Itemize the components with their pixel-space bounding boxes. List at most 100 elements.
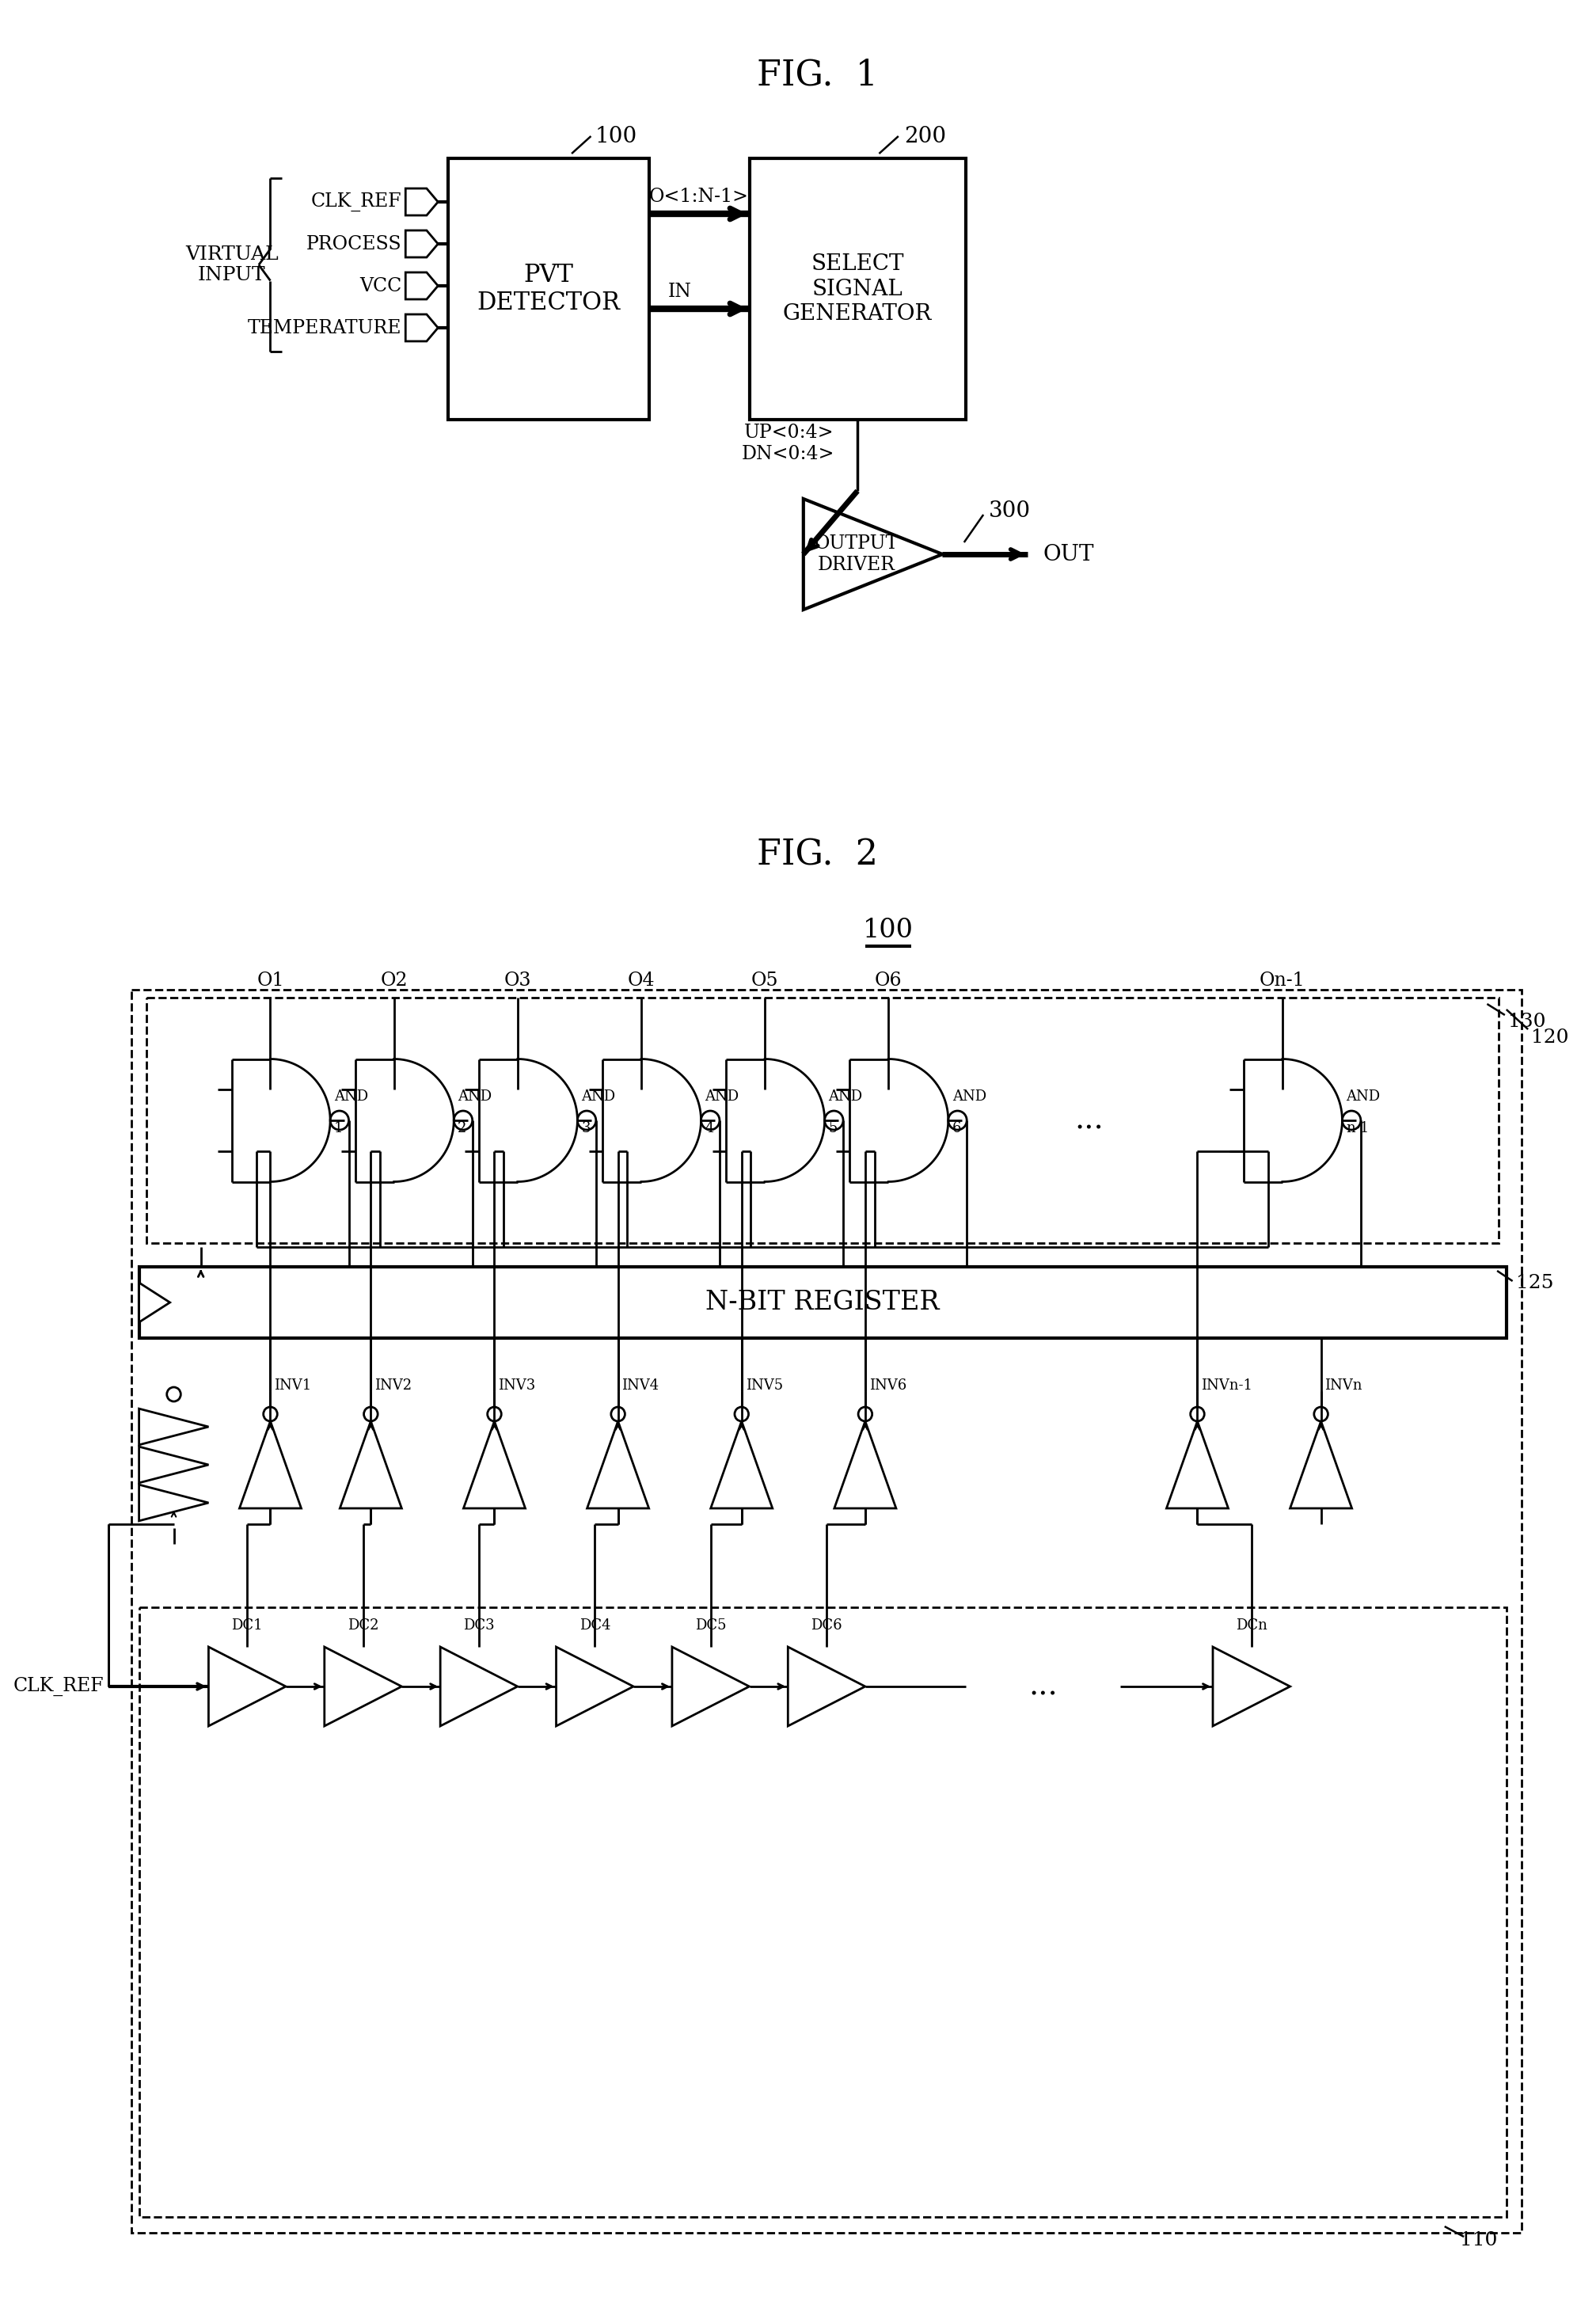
Circle shape — [611, 1408, 626, 1422]
Text: DCn: DCn — [1235, 1618, 1267, 1632]
Polygon shape — [209, 1648, 286, 1726]
Polygon shape — [587, 1422, 650, 1509]
Text: On-1: On-1 — [1259, 972, 1306, 990]
Text: 120: 120 — [1531, 1027, 1569, 1046]
Polygon shape — [139, 1447, 209, 1482]
Text: PVT
DETECTOR: PVT DETECTOR — [477, 263, 621, 316]
Polygon shape — [440, 1648, 517, 1726]
Text: 5: 5 — [828, 1122, 838, 1136]
Text: PROCESS: PROCESS — [306, 235, 402, 254]
Text: ...: ... — [1074, 1106, 1104, 1136]
Text: FIG.  1: FIG. 1 — [757, 58, 878, 92]
Text: UP<0:4>
DN<0:4>: UP<0:4> DN<0:4> — [741, 425, 835, 464]
Text: 1: 1 — [334, 1122, 343, 1136]
Text: 130: 130 — [1508, 1013, 1545, 1029]
Polygon shape — [555, 1648, 634, 1726]
Text: AND: AND — [953, 1089, 986, 1103]
Text: O<1:N-1>: O<1:N-1> — [650, 187, 749, 205]
Text: DC6: DC6 — [811, 1618, 843, 1632]
Circle shape — [364, 1408, 378, 1422]
Text: 200: 200 — [903, 125, 946, 148]
Bar — [749, 159, 966, 420]
Text: VIRTUAL
INPUT: VIRTUAL INPUT — [185, 245, 278, 284]
Text: DC2: DC2 — [348, 1618, 378, 1632]
Text: O3: O3 — [504, 972, 531, 990]
Text: ...: ... — [1028, 1671, 1058, 1701]
Text: 2: 2 — [458, 1122, 466, 1136]
Text: N-BIT REGISTER: N-BIT REGISTER — [705, 1290, 940, 1316]
Text: 100: 100 — [595, 125, 637, 148]
Polygon shape — [1213, 1648, 1290, 1726]
Text: 4: 4 — [705, 1122, 713, 1136]
Text: AND: AND — [581, 1089, 616, 1103]
Text: INVn-1: INVn-1 — [1202, 1378, 1253, 1392]
Circle shape — [453, 1110, 472, 1131]
Text: INV5: INV5 — [745, 1378, 782, 1392]
Circle shape — [701, 1110, 720, 1131]
Circle shape — [487, 1408, 501, 1422]
Text: INV1: INV1 — [275, 1378, 311, 1392]
Text: DC4: DC4 — [579, 1618, 610, 1632]
Polygon shape — [239, 1422, 302, 1509]
Text: CLK_REF: CLK_REF — [13, 1678, 104, 1696]
Text: TEMPERATURE: TEMPERATURE — [247, 319, 402, 337]
Text: O6: O6 — [875, 972, 902, 990]
Polygon shape — [139, 1484, 209, 1521]
Bar — [147, 997, 1499, 1244]
Text: AND: AND — [705, 1089, 739, 1103]
Text: OUTPUT
DRIVER: OUTPUT DRIVER — [814, 535, 899, 575]
Circle shape — [168, 1387, 180, 1401]
Text: 3: 3 — [581, 1122, 591, 1136]
Text: INV6: INV6 — [870, 1378, 907, 1392]
Circle shape — [1314, 1408, 1328, 1422]
Polygon shape — [672, 1648, 749, 1726]
Text: DC3: DC3 — [463, 1618, 495, 1632]
Circle shape — [330, 1110, 350, 1131]
Text: AND: AND — [458, 1089, 492, 1103]
Polygon shape — [405, 189, 437, 215]
Polygon shape — [405, 314, 437, 342]
Polygon shape — [835, 1422, 895, 1509]
Text: DC1: DC1 — [231, 1618, 263, 1632]
Circle shape — [825, 1110, 843, 1131]
Text: INV2: INV2 — [375, 1378, 412, 1392]
Polygon shape — [324, 1648, 402, 1726]
Text: AND: AND — [1345, 1089, 1381, 1103]
Text: FIG.  2: FIG. 2 — [757, 838, 878, 872]
Polygon shape — [405, 272, 437, 300]
Text: VCC: VCC — [359, 277, 402, 295]
Text: AND: AND — [828, 1089, 863, 1103]
Text: 300: 300 — [990, 501, 1031, 522]
Circle shape — [948, 1110, 967, 1131]
Text: 100: 100 — [863, 919, 913, 944]
Text: n-1: n-1 — [1345, 1122, 1369, 1136]
Text: O4: O4 — [627, 972, 654, 990]
Text: 125: 125 — [1516, 1274, 1553, 1292]
Text: IN: IN — [669, 282, 691, 300]
Text: INV3: INV3 — [498, 1378, 536, 1392]
Text: O5: O5 — [752, 972, 779, 990]
Bar — [139, 1267, 1507, 1339]
Polygon shape — [710, 1422, 772, 1509]
Text: INVn: INVn — [1325, 1378, 1363, 1392]
Text: O1: O1 — [257, 972, 284, 990]
Circle shape — [859, 1408, 871, 1422]
Polygon shape — [1290, 1422, 1352, 1509]
Bar — [131, 990, 1523, 2232]
Polygon shape — [1167, 1422, 1229, 1509]
Circle shape — [734, 1408, 749, 1422]
Bar — [448, 159, 650, 420]
Polygon shape — [803, 499, 943, 609]
Circle shape — [578, 1110, 595, 1131]
Polygon shape — [139, 1283, 169, 1322]
Polygon shape — [139, 1408, 209, 1445]
Polygon shape — [405, 231, 437, 256]
Polygon shape — [340, 1422, 402, 1509]
Text: INV4: INV4 — [622, 1378, 659, 1392]
Circle shape — [1342, 1110, 1361, 1131]
Circle shape — [1191, 1408, 1205, 1422]
Bar — [139, 1606, 1507, 2218]
Text: AND: AND — [334, 1089, 369, 1103]
Text: OUT: OUT — [1042, 545, 1093, 565]
Polygon shape — [788, 1648, 865, 1726]
